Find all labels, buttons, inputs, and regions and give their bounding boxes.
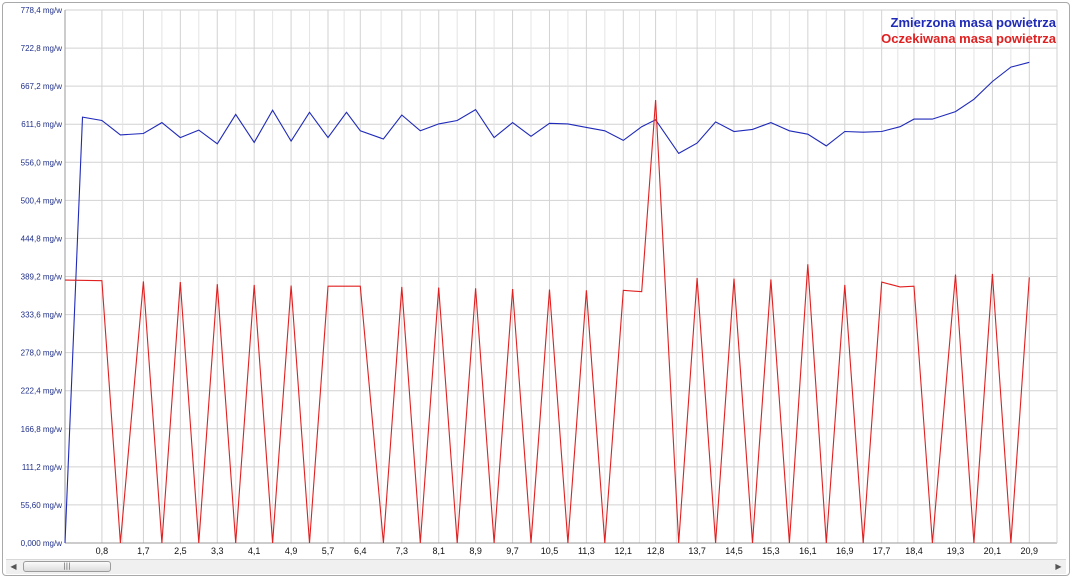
series-lines (64, 61, 1030, 544)
y-tick-label: 55,60 mg/w (21, 501, 63, 510)
x-tick-label: 20,1 (984, 546, 1002, 556)
legend-entry-expected: Oczekiwana masa powietrza (881, 31, 1057, 46)
scroll-left-arrow-icon[interactable]: ◀ (10, 562, 17, 571)
y-tick-label: 111,2 mg/w (22, 463, 62, 472)
line-chart: 0,000 mg/w 55,60 mg/w 111,2 mg/w 166,8 mg/w… (21, 6, 1058, 556)
x-tick-label: 6,4 (354, 546, 367, 556)
scroll-right-arrow-icon[interactable]: ▶ (1055, 562, 1062, 571)
y-tick-label: 278,0 mg/w (21, 349, 63, 358)
x-tick-label: 5,7 (322, 546, 335, 556)
y-tick-label: 444,8 mg/w (21, 234, 63, 243)
y-tick-label: 389,2 mg/w (21, 273, 63, 282)
scrollbar-thumb[interactable]: ||| (23, 561, 111, 572)
series-line-1 (64, 99, 1030, 544)
x-tick-label: 13,7 (688, 546, 706, 556)
x-tick-label: 9,7 (506, 546, 519, 556)
x-tick-label: 20,9 (1021, 546, 1039, 556)
y-tick-label: 0,000 mg/w (21, 539, 63, 548)
y-tick-label: 611,6 mg/w (21, 120, 62, 129)
legend-entry-measured: Zmierzona masa powietrza (891, 15, 1057, 30)
axes (64, 10, 1058, 544)
x-tick-label: 12,1 (615, 546, 633, 556)
x-tick-label: 0,8 (96, 546, 109, 556)
y-tick-label: 778,4 mg/w (21, 6, 63, 15)
x-tick-label: 3,3 (211, 546, 224, 556)
x-tick-label: 4,9 (285, 546, 298, 556)
legend: Zmierzona masa powietrza Oczekiwana masa… (881, 15, 1057, 46)
x-tick-label: 7,3 (396, 546, 409, 556)
x-tick-label: 18,4 (905, 546, 923, 556)
x-tick-label: 8,1 (432, 546, 445, 556)
y-tick-label: 333,6 mg/w (21, 311, 63, 320)
series-line-0 (64, 61, 1030, 544)
x-tick-label: 4,1 (248, 546, 261, 556)
x-tick-label: 10,5 (541, 546, 559, 556)
x-tick-label: 8,9 (469, 546, 482, 556)
grid (65, 9, 1057, 544)
x-tick-label: 12,8 (647, 546, 665, 556)
y-tick-label: 667,2 mg/w (21, 82, 63, 91)
x-tick-label: 1,7 (137, 546, 150, 556)
x-tick-label: 11,3 (578, 546, 595, 556)
y-tick-label: 556,0 mg/w (21, 158, 63, 167)
y-tick-label: 222,4 mg/w (21, 387, 63, 396)
x-axis-ticks: 0,8 1,7 2,5 3,3 4,1 4,9 5,7 6,4 7,3 8,1 8,9 9,7 10,5… (96, 546, 1038, 556)
x-tick-label: 14,5 (725, 546, 743, 556)
y-tick-label: 166,8 mg/w (21, 425, 63, 434)
y-tick-label: 722,8 mg/w (21, 44, 63, 53)
x-tick-label: 2,5 (174, 546, 187, 556)
horizontal-scrollbar[interactable]: ◀ ||| ▶ (6, 559, 1066, 574)
x-tick-label: 15,3 (762, 546, 780, 556)
x-tick-label: 16,1 (799, 546, 817, 556)
y-tick-label: 500,4 mg/w (21, 196, 63, 205)
y-axis-ticks: 0,000 mg/w 55,60 mg/w 111,2 mg/w 166,8 mg/w… (21, 6, 63, 548)
x-tick-label: 19,3 (947, 546, 965, 556)
x-tick-label: 17,7 (873, 546, 891, 556)
x-tick-label: 16,9 (836, 546, 854, 556)
